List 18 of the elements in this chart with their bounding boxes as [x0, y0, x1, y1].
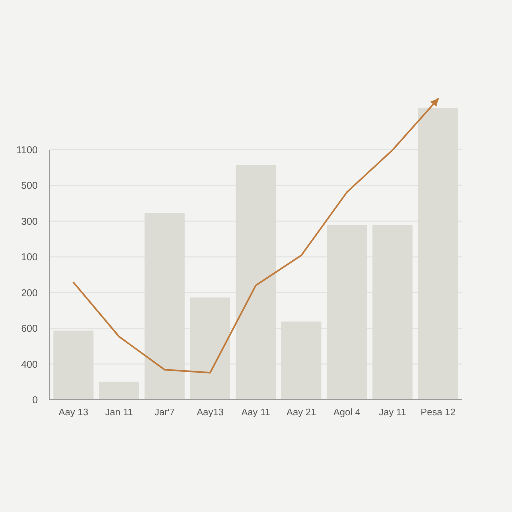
x-tick-label: Aay13 — [196, 408, 224, 419]
bar — [99, 382, 140, 400]
x-tick-label: Pesa 12 — [420, 408, 456, 419]
text: 1100 — [16, 146, 38, 156]
x-tick-label: Aay 11 — [242, 408, 270, 419]
text: 600 — [21, 324, 38, 336]
text: 400 — [21, 360, 38, 371]
x-tick-label: Aay 13 — [58, 408, 88, 419]
text: 0 — [32, 396, 38, 406]
x-tick-label: Jay 11 — [379, 408, 406, 419]
x-tick-label: Aay 21 — [286, 408, 316, 419]
text: 300 — [21, 216, 38, 228]
x-tick-label: Jar'7 — [154, 408, 175, 419]
x-tick-label: Jan 11 — [105, 408, 134, 419]
x-tick-label: Agol 4 — [334, 408, 361, 419]
text: 500 — [21, 181, 38, 192]
text: 200 — [21, 288, 38, 300]
text: 100 — [21, 252, 38, 264]
